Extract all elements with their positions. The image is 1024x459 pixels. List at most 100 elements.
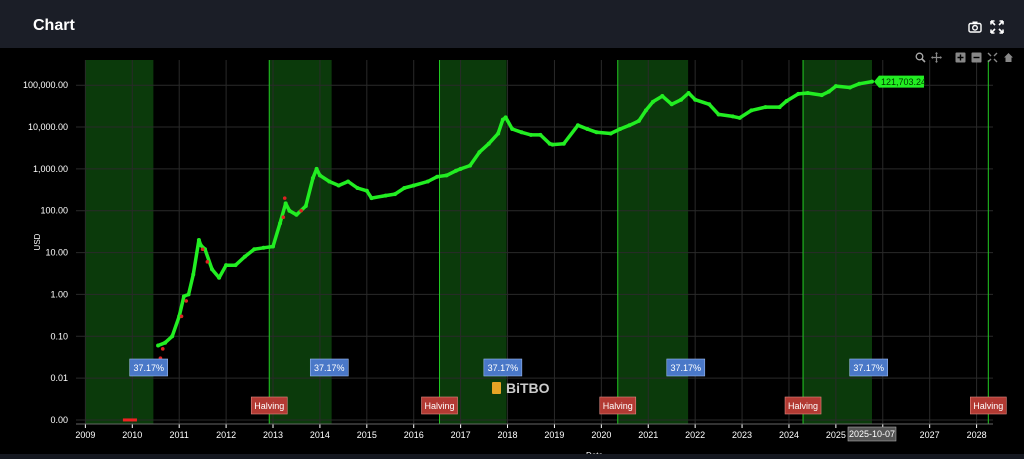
- red-price-point: [205, 260, 210, 264]
- price-point: [707, 102, 712, 107]
- price-point: [411, 183, 416, 188]
- price-point: [217, 275, 222, 280]
- price-chart[interactable]: 0.00 0.01 0.10 1.00 10.00 100.00 1,000.00 10,00…: [0, 48, 1024, 459]
- chart-header: Chart: [0, 0, 1024, 50]
- modebar: [915, 52, 1014, 64]
- price-point: [453, 168, 458, 173]
- price-point: [261, 245, 266, 250]
- halving-label-box: [784, 396, 822, 415]
- pan-icon[interactable]: [931, 52, 942, 63]
- y-tick-label: 10.00: [45, 248, 68, 258]
- price-point: [435, 174, 440, 179]
- price-point: [468, 163, 473, 168]
- price-point: [458, 166, 463, 171]
- price-point: [210, 267, 215, 272]
- pct-label: 37.17%: [129, 358, 169, 377]
- price-point: [156, 343, 161, 348]
- price-point: [594, 130, 599, 135]
- x-tick-label: 2028: [967, 430, 987, 440]
- pct-label: 37.17%: [309, 358, 349, 377]
- price-point: [749, 108, 754, 113]
- red-price-point: [299, 208, 303, 213]
- x-tick-label: 2013: [263, 430, 283, 440]
- pct-label-box: [483, 358, 523, 377]
- price-point: [550, 142, 555, 147]
- halving-label: Halving: [421, 396, 458, 415]
- price-point: [796, 91, 801, 96]
- halving-label-text: Halving: [788, 401, 818, 411]
- autoscale-icon[interactable]: [987, 52, 998, 63]
- price-point: [425, 179, 430, 184]
- x-tick-label: 2020: [591, 430, 611, 440]
- pct-label: 37.17%: [666, 358, 706, 377]
- reset-axes-icon[interactable]: [1003, 52, 1014, 63]
- plot-area[interactable]: 0.00 0.01 0.10 1.00 10.00 100.00 1,000.00 10,00…: [0, 48, 1024, 459]
- x-tick-label: 2023: [732, 430, 752, 440]
- price-point: [716, 112, 721, 117]
- halving-label-text: Halving: [425, 401, 455, 411]
- price-point: [317, 173, 322, 178]
- price-point: [242, 254, 247, 259]
- price-point: [693, 97, 698, 102]
- pct-label-text: 37.17%: [488, 363, 519, 373]
- price-point: [763, 105, 768, 110]
- price-point: [737, 115, 742, 120]
- price-point: [383, 193, 388, 198]
- hover-date-box: [847, 426, 897, 442]
- x-tick-label: 2014: [310, 430, 330, 440]
- price-point: [618, 126, 623, 131]
- red-price-point: [184, 299, 189, 303]
- halving-label-text: Halving: [973, 401, 1003, 411]
- halving-label: Halving: [599, 396, 637, 415]
- price-point: [561, 141, 566, 146]
- halving-label: Halving: [784, 396, 822, 415]
- price-point: [503, 115, 508, 120]
- price-point: [784, 98, 789, 103]
- price-point: [660, 94, 665, 99]
- price-series-line: [157, 79, 873, 348]
- price-point: [777, 105, 782, 110]
- price-point: [500, 117, 505, 122]
- price-point: [271, 244, 276, 249]
- x-tick-label: 2012: [216, 430, 236, 440]
- camera-icon[interactable]: [968, 20, 982, 34]
- price-point: [857, 81, 862, 86]
- price-point: [608, 131, 613, 136]
- pct-label: 37.17%: [483, 358, 523, 377]
- y-axis-label: USD: [33, 233, 42, 250]
- price-point: [669, 102, 674, 107]
- price-point: [181, 294, 186, 299]
- halving-label-text: Halving: [603, 401, 633, 411]
- price-point: [224, 263, 229, 268]
- y-tick-label: 1.00: [50, 289, 68, 299]
- price-point: [510, 126, 515, 131]
- zoom-icon[interactable]: [915, 52, 926, 63]
- y-tick-label: 0.10: [50, 331, 68, 341]
- pct-label-text: 37.17%: [314, 363, 345, 373]
- price-point: [402, 185, 407, 190]
- price-point: [636, 118, 641, 123]
- price-point: [627, 123, 632, 128]
- pct-label-box: [129, 358, 169, 377]
- price-point: [833, 84, 838, 89]
- price-point: [314, 166, 319, 171]
- zoom-out-icon[interactable]: [971, 52, 982, 63]
- price-point: [679, 97, 684, 102]
- price-point: [847, 85, 852, 90]
- price-point: [519, 130, 524, 135]
- hover-date-label: 2025-10-07: [847, 426, 897, 442]
- price-point: [278, 221, 283, 226]
- expand-icon[interactable]: [990, 20, 1004, 34]
- halving-label-box: [970, 396, 1007, 415]
- price-point: [686, 91, 691, 96]
- last-price-label: 121,703.24: [873, 75, 926, 88]
- halving-label-box: [421, 396, 458, 415]
- price-point: [336, 183, 341, 188]
- hover-date-text: 2025-10-07: [849, 429, 895, 439]
- page-title: Chart: [33, 17, 75, 34]
- zoom-in-icon[interactable]: [955, 52, 966, 63]
- halving-label-text: Halving: [254, 401, 284, 411]
- price-point: [585, 126, 590, 131]
- pct-label: 37.17%: [849, 358, 889, 377]
- x-tick-label: 2009: [75, 430, 95, 440]
